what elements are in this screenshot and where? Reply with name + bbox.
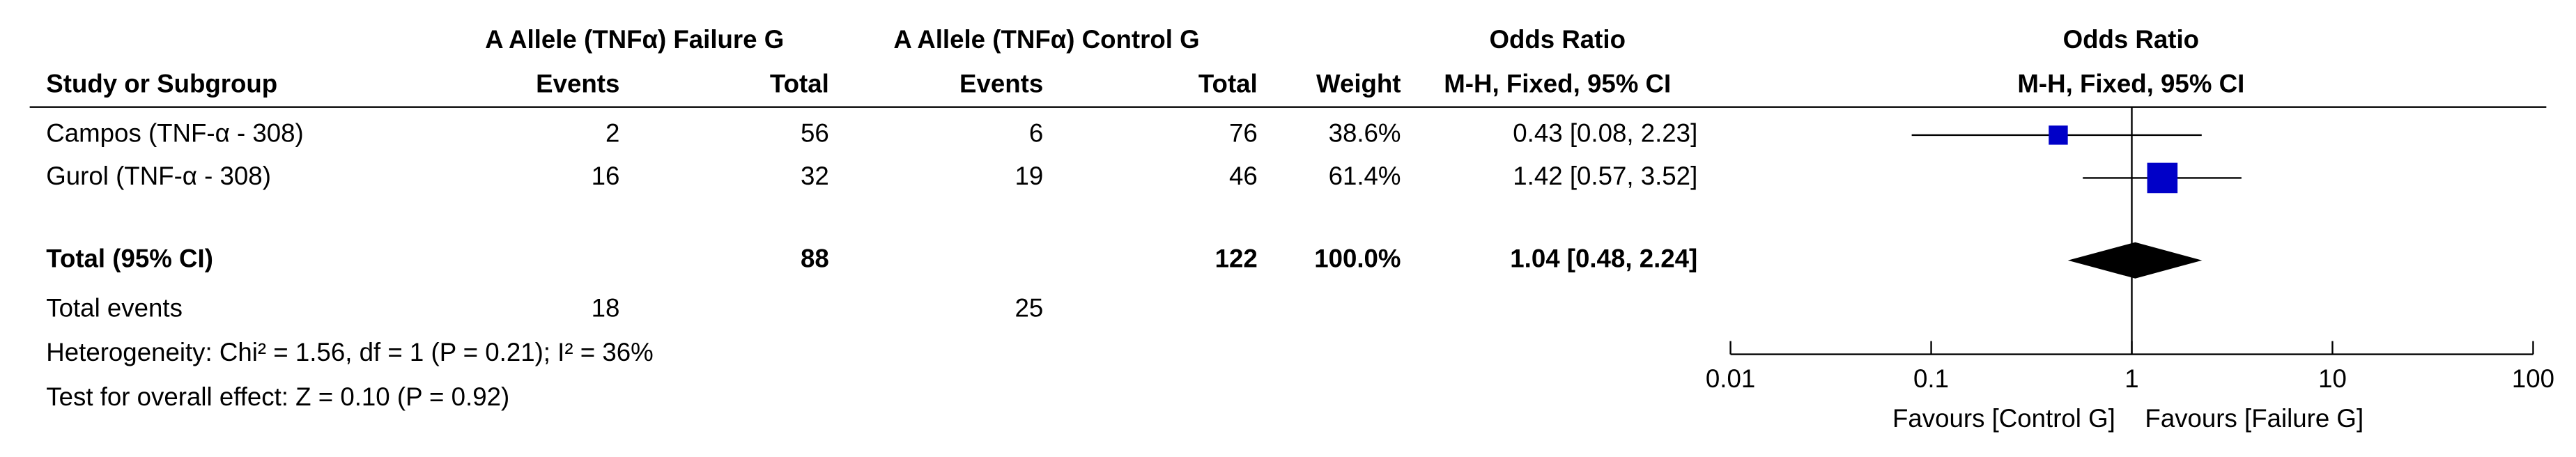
cell: 100.0% bbox=[1314, 244, 1401, 272]
column-header: Events bbox=[959, 70, 1043, 98]
effect-estimate: 1.04 [0.48, 2.24] bbox=[1510, 244, 1697, 272]
cell: 38.6% bbox=[1329, 119, 1401, 148]
cell: 16 bbox=[592, 162, 620, 190]
cell: 18 bbox=[592, 293, 620, 322]
x-label-right: Favours [Failure G] bbox=[2145, 404, 2363, 433]
column-header: Weight bbox=[1316, 70, 1401, 98]
cell: 25 bbox=[1015, 293, 1043, 322]
overall-effect: Test for overall effect: Z = 0.10 (P = 0… bbox=[46, 382, 509, 411]
group-header: A Allele (TNFα) Failure G bbox=[485, 25, 784, 54]
column-header: Events bbox=[536, 70, 619, 98]
cell: 19 bbox=[1015, 162, 1043, 190]
x-tick-label: 10 bbox=[2318, 364, 2347, 393]
cell: 6 bbox=[1029, 119, 1043, 148]
cell: 46 bbox=[1229, 162, 1258, 190]
cell: 88 bbox=[801, 244, 829, 272]
cell: 61.4% bbox=[1329, 162, 1401, 190]
study-name: Campos (TNF-α - 308) bbox=[46, 119, 303, 148]
study-name: Gurol (TNF-α - 308) bbox=[46, 162, 271, 190]
x-tick-label: 0.01 bbox=[1706, 364, 1755, 393]
x-tick-label: 1 bbox=[2124, 364, 2138, 393]
plot-header: M-H, Fixed, 95% CI bbox=[2017, 70, 2244, 98]
x-label-left: Favours [Control G] bbox=[1892, 404, 2115, 433]
cell: 32 bbox=[801, 162, 829, 190]
cell: 122 bbox=[1215, 244, 1258, 272]
cell: 76 bbox=[1229, 119, 1258, 148]
effect-header: M-H, Fixed, 95% CI bbox=[1444, 70, 1671, 98]
cell: 2 bbox=[606, 119, 619, 148]
heterogeneity: Heterogeneity: Chi² = 1.56, df = 1 (P = … bbox=[46, 338, 653, 366]
summary-diamond bbox=[2067, 242, 2203, 279]
effect-header: Odds Ratio bbox=[1489, 25, 1626, 54]
plot-header: Odds Ratio bbox=[2063, 25, 2200, 54]
effect-estimate: 1.42 [0.57, 3.52] bbox=[1513, 162, 1697, 190]
column-header: Total bbox=[1198, 70, 1258, 98]
study-marker bbox=[2147, 162, 2178, 194]
x-tick-label: 100 bbox=[2512, 364, 2554, 393]
x-tick-label: 0.1 bbox=[1913, 364, 1949, 393]
column-header: Study or Subgroup bbox=[46, 70, 277, 98]
column-header: Total bbox=[770, 70, 829, 98]
effect-estimate: 0.43 [0.08, 2.23] bbox=[1513, 119, 1697, 148]
study-name: Total events bbox=[46, 293, 183, 322]
group-header: A Allele (TNFα) Control G bbox=[893, 25, 1199, 54]
cell: 56 bbox=[801, 119, 829, 148]
study-name: Total (95% CI) bbox=[46, 244, 213, 272]
study-marker bbox=[2049, 125, 2068, 145]
